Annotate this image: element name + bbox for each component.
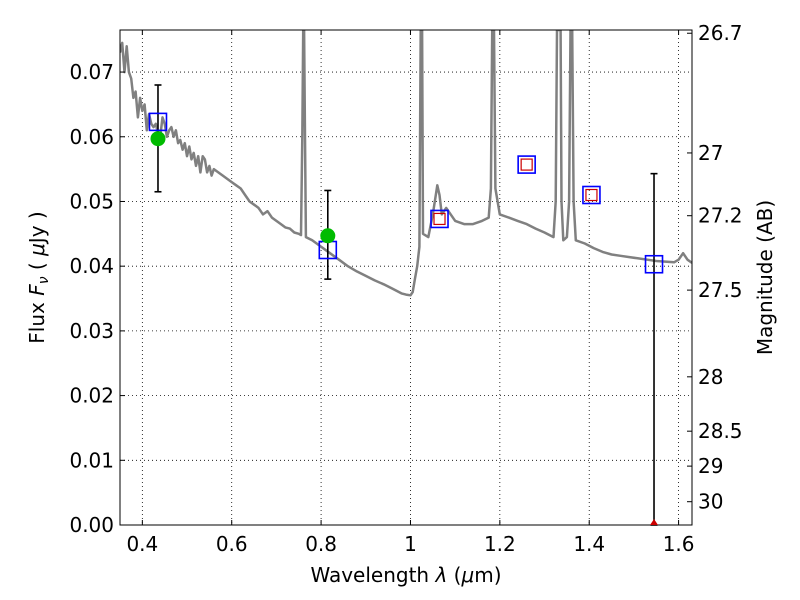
x-label-symbol: λ [434,563,447,587]
ticks: 0.4 0.6 0.8 1 1.2 1.4 1.6 0.00 0.01 0.02 0.03 0.04 0… [69,21,742,556]
x-tick-label: 1.4 [573,532,605,556]
model-square [582,185,601,205]
y-label-subscript: ν [36,276,52,284]
model-square [430,209,449,229]
x-label-unit-mu: μ [460,563,474,587]
y-label-symbol: F [25,284,49,296]
y-tick-label: 0.07 [69,60,114,84]
y-tick-label: 0.01 [69,448,114,472]
x-tick-label: 0.8 [305,532,337,556]
x-axis-label: Wavelength λ (μm) [310,563,501,587]
model-square [148,112,168,132]
y2-tick-label: 27.5 [698,278,743,302]
y2-tick-label: 29 [698,454,723,478]
y2-tick-label: 28 [698,365,723,389]
y-axis-label: Flux Fν ( μJy ) [25,211,52,343]
model-square [517,155,536,174]
model-square [644,254,664,274]
y2-tick-label: 30 [698,490,723,514]
y-label-unit-mu: μ [25,243,49,257]
upper-limit-marker [650,519,659,525]
y-label-unit-end: Jy ) [25,211,49,245]
y2-tick-label: 27.2 [698,204,743,228]
x-tick-label: 1.2 [484,532,516,556]
y-tick-label: 0.03 [69,319,114,343]
y-label-text: Flux [25,296,49,344]
markers [148,84,664,526]
y-tick-label: 0.06 [69,125,114,149]
x-label-unit: ( [447,563,461,587]
y2-tick-label: 28.5 [698,419,743,443]
grid [120,30,692,526]
y-tick-label: 0.05 [69,189,114,213]
x-tick-label: 1.6 [663,532,695,556]
sed-line [120,30,692,297]
inner-square [433,212,446,226]
observed-point [150,131,166,147]
x-tick-label: 0.4 [126,532,158,556]
inner-square [520,158,533,171]
x-tick-label: 0.6 [216,532,248,556]
plot-area [120,30,692,297]
y-tick-label: 0.00 [69,513,114,537]
x-label-unit-end: m) [474,563,501,587]
observed-point [320,228,336,244]
x-tick-label: 1 [404,532,417,556]
y-tick-label: 0.02 [69,384,114,408]
x-label-text: Wavelength [310,563,435,587]
y-label-unit: ( [25,256,49,277]
y2-tick-label: 27 [698,141,723,165]
y-tick-label: 0.04 [69,254,114,278]
y2-tick-label: 26.7 [698,21,743,45]
inner-square [585,188,598,202]
axes-frame [119,29,693,526]
y2-axis-label: Magnitude (AB) [753,200,777,355]
